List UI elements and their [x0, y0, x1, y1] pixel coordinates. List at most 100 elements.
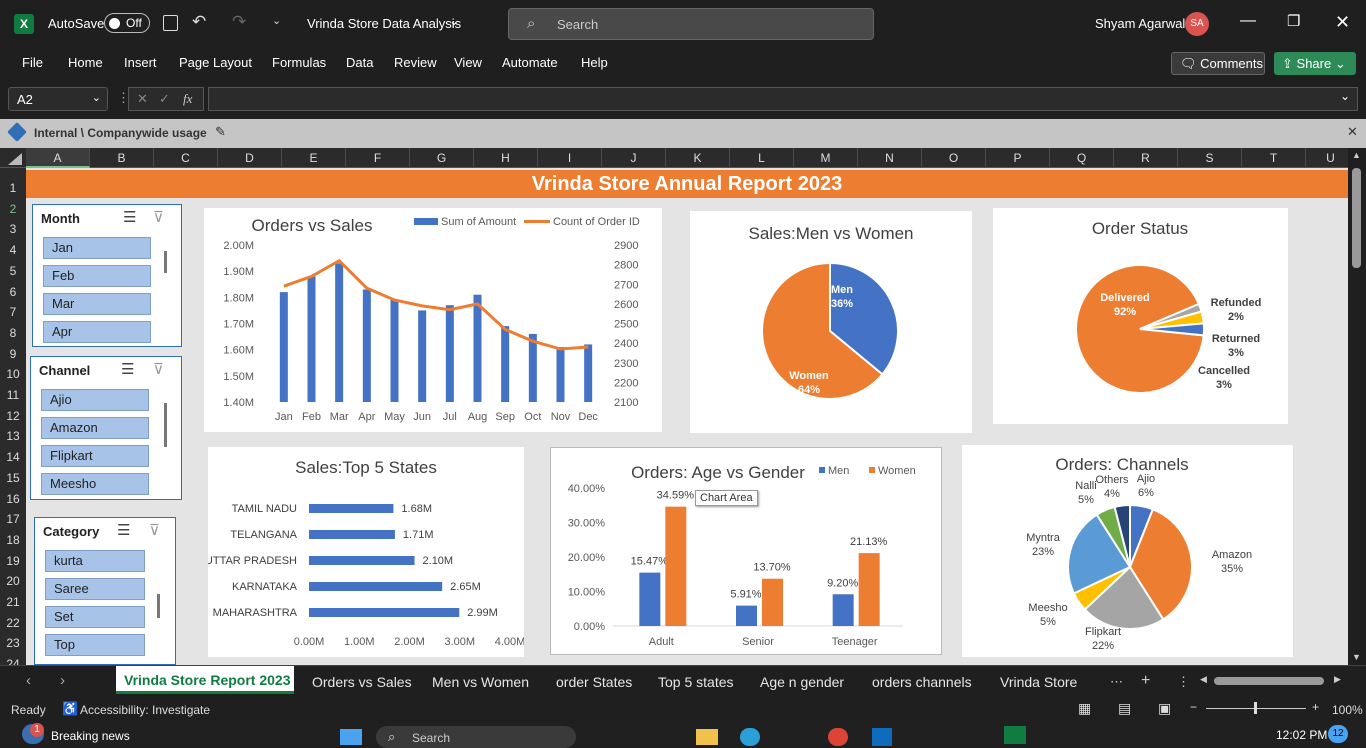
- page-break-icon[interactable]: ▣: [1158, 700, 1172, 716]
- scroll-up-icon[interactable]: ▲: [1352, 150, 1361, 160]
- menu-data[interactable]: Data: [346, 55, 374, 70]
- column-header[interactable]: F: [346, 148, 410, 168]
- column-header[interactable]: O: [922, 148, 986, 168]
- menu-review[interactable]: Review: [394, 55, 437, 70]
- customize-toolbar-icon[interactable]: ⌄: [272, 15, 282, 27]
- sensitivity-label[interactable]: Internal \ Companywide usage: [34, 126, 207, 140]
- column-header[interactable]: Q: [1050, 148, 1114, 168]
- clear-filter-icon[interactable]: ⊽: [153, 209, 164, 226]
- slicer-item[interactable]: Flipkart: [41, 445, 149, 467]
- month-slicer[interactable]: Month ☰ ⊽ Jan Feb Mar Apr: [32, 204, 182, 347]
- column-header[interactable]: G: [410, 148, 474, 168]
- zoom-level[interactable]: 100%: [1332, 703, 1363, 717]
- row-header[interactable]: 5: [9, 263, 17, 278]
- row-header[interactable]: 11: [6, 388, 20, 402]
- page-layout-icon[interactable]: ▤: [1118, 700, 1132, 716]
- taskbar-search[interactable]: ⌕ Search: [376, 726, 576, 748]
- slicer-scrollbar[interactable]: [157, 594, 160, 618]
- save-icon[interactable]: [163, 15, 178, 31]
- tab-order-states[interactable]: order States: [556, 674, 633, 690]
- close-icon[interactable]: ✕: [1347, 124, 1358, 139]
- menu-file[interactable]: File: [22, 55, 43, 70]
- slicer-item[interactable]: Saree: [45, 578, 145, 600]
- row-header[interactable]: 18: [6, 532, 20, 547]
- add-sheet-icon[interactable]: +: [1141, 672, 1151, 689]
- zoom-out-icon[interactable]: −: [1190, 700, 1198, 714]
- slicer-item[interactable]: Mar: [43, 293, 151, 315]
- row-header[interactable]: 2: [9, 201, 17, 216]
- news-label[interactable]: Breaking news: [51, 729, 130, 743]
- menu-home[interactable]: Home: [68, 55, 103, 70]
- tab-report[interactable]: Vrinda Store Report 2023: [124, 672, 291, 688]
- tab-men-vs-women[interactable]: Men vs Women: [432, 674, 529, 690]
- row-header[interactable]: 7: [9, 305, 17, 320]
- slicer-item[interactable]: Jan: [43, 237, 151, 259]
- scroll-right-icon[interactable]: ▶: [1334, 674, 1341, 684]
- document-title[interactable]: Vrinda Store Data Analysis: [307, 16, 462, 31]
- slicer-item[interactable]: Amazon: [41, 417, 149, 439]
- column-header[interactable]: K: [666, 148, 730, 168]
- slicer-item[interactable]: Top: [45, 634, 145, 656]
- slicer-item[interactable]: kurta: [45, 550, 145, 572]
- horizontal-scrollbar[interactable]: ◀ ▶: [1200, 674, 1346, 688]
- slicer-item[interactable]: Feb: [43, 265, 151, 287]
- slicer-item[interactable]: Set: [45, 606, 145, 628]
- multi-select-icon[interactable]: ☰: [117, 522, 131, 539]
- row-header[interactable]: 9: [9, 346, 17, 361]
- folder-icon[interactable]: [696, 729, 718, 745]
- chrome-icon[interactable]: [828, 728, 848, 746]
- row-header[interactable]: 12: [6, 408, 20, 423]
- column-header[interactable]: M: [794, 148, 858, 168]
- menu-automate[interactable]: Automate: [502, 55, 558, 70]
- accessibility-status[interactable]: Accessibility: Investigate: [80, 703, 211, 717]
- tab-active[interactable]: [116, 666, 294, 694]
- column-header[interactable]: B: [90, 148, 154, 168]
- slicer-item[interactable]: Apr: [43, 321, 151, 343]
- column-header[interactable]: I: [538, 148, 602, 168]
- tab-orders-channels[interactable]: orders channels: [872, 674, 972, 690]
- share-button[interactable]: ⇪ Share ⌄: [1274, 52, 1356, 75]
- avatar[interactable]: SA: [1185, 12, 1209, 36]
- category-slicer[interactable]: Category ☰ ⊽ kurta Saree Set Top: [34, 517, 176, 665]
- row-header[interactable]: 8: [9, 325, 17, 340]
- column-header[interactable]: R: [1114, 148, 1178, 168]
- user-name[interactable]: Shyam Agarwal: [1095, 16, 1186, 31]
- row-header[interactable]: 10: [6, 367, 20, 382]
- column-header[interactable]: E: [282, 148, 346, 168]
- order-status-chart[interactable]: Order Status Delivered 92% Refunded 2% Return…: [993, 208, 1288, 424]
- expand-formula-icon[interactable]: ⌄: [1340, 89, 1351, 103]
- select-all-icon[interactable]: [8, 153, 22, 165]
- scroll-down-icon[interactable]: ▼: [1352, 652, 1361, 662]
- row-header[interactable]: 6: [9, 284, 17, 299]
- column-header[interactable]: S: [1178, 148, 1242, 168]
- formula-input[interactable]: [208, 87, 1358, 111]
- minimize-icon[interactable]: —: [1240, 12, 1256, 29]
- row-header[interactable]: 21: [6, 595, 20, 609]
- row-header[interactable]: 20: [6, 574, 20, 589]
- slicer-scrollbar[interactable]: [164, 403, 167, 447]
- row-header[interactable]: 13: [6, 429, 20, 444]
- column-header[interactable]: H: [474, 148, 538, 168]
- close-icon[interactable]: ✕: [1335, 12, 1351, 32]
- menu-insert[interactable]: Insert: [124, 55, 157, 70]
- more-tabs-icon[interactable]: ⋯: [1110, 674, 1123, 689]
- column-header[interactable]: C: [154, 148, 218, 168]
- row-header[interactable]: 19: [6, 553, 20, 568]
- tab-next-icon[interactable]: ›: [60, 672, 65, 689]
- windows-start-icon[interactable]: [340, 729, 362, 745]
- cancel-icon[interactable]: ✕: [137, 91, 148, 106]
- scroll-thumb[interactable]: [1352, 168, 1361, 268]
- row-header[interactable]: 1: [9, 181, 17, 195]
- normal-view-icon[interactable]: ▦: [1078, 700, 1092, 716]
- menu-page-layout[interactable]: Page Layout: [179, 55, 253, 70]
- men-vs-women-chart[interactable]: Sales:Men vs Women Men 36% Women 64%: [690, 211, 972, 433]
- top-states-chart[interactable]: Sales:Top 5 States TAMIL NADU 1.68M TELANGA…: [205, 447, 525, 657]
- undo-icon[interactable]: ↶: [192, 12, 207, 31]
- column-header[interactable]: L: [730, 148, 794, 168]
- column-header[interactable]: A: [26, 148, 90, 168]
- column-header[interactable]: J: [602, 148, 666, 168]
- slicer-scrollbar[interactable]: [164, 251, 167, 273]
- column-header[interactable]: T: [1242, 148, 1306, 168]
- edge-icon[interactable]: [740, 728, 760, 746]
- excel-taskbar-icon[interactable]: [1004, 726, 1026, 744]
